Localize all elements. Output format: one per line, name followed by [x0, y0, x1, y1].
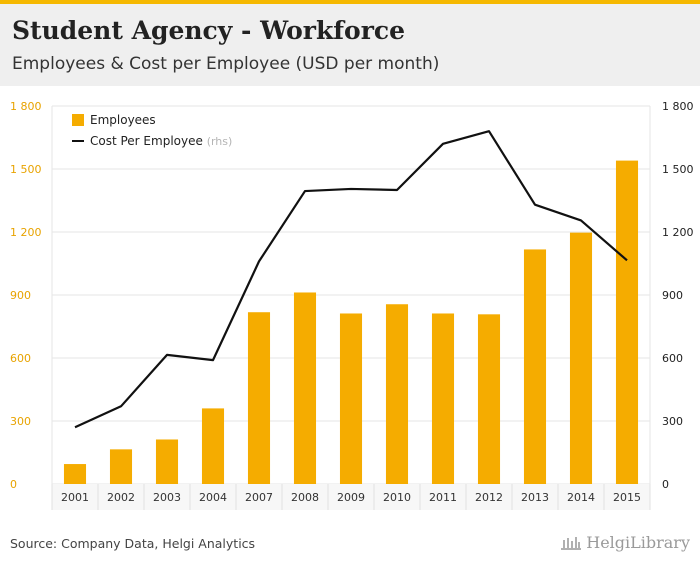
x-tick-label: 2011 [429, 491, 457, 504]
x-tick-label: 2008 [291, 491, 319, 504]
bar-employees [523, 249, 547, 484]
left-tick-label: 0 [10, 478, 17, 491]
left-tick-label: 1 200 [10, 226, 42, 239]
x-tick-label: 2010 [383, 491, 411, 504]
right-tick-label: 300 [662, 415, 683, 428]
category-axis-band [52, 484, 650, 510]
legend-swatch-employees [72, 114, 84, 126]
chart-title: Student Agency - Workforce [12, 16, 406, 45]
right-tick-label: 900 [662, 289, 683, 302]
right-tick-label: 1 800 [662, 100, 694, 113]
legend-label-rhs-suffix: (rhs) [207, 135, 233, 148]
x-tick-label: 2013 [521, 491, 549, 504]
right-tick-label: 1 500 [662, 163, 694, 176]
right-tick-label: 600 [662, 352, 683, 365]
bar-employees [155, 439, 179, 484]
x-tick-label: 2009 [337, 491, 365, 504]
line-cost-per-employee [74, 130, 628, 429]
bar-employees [477, 314, 501, 484]
bar-employees [63, 464, 87, 484]
right-tick-label: 0 [662, 478, 669, 491]
left-tick-label: 1 500 [10, 163, 42, 176]
source-note: Source: Company Data, Helgi Analytics [10, 536, 256, 551]
chart-canvas: 0 0 300 300 600 600 900 900 1 200 1 200 1 500 1 500… [10, 100, 694, 510]
bar-employees [247, 312, 271, 484]
x-tick-label: 2012 [475, 491, 503, 504]
chart-subtitle: Employees & Cost per Employee (USD per m… [12, 54, 440, 74]
x-tick-label: 2004 [199, 491, 227, 504]
x-tick-label: 2003 [153, 491, 181, 504]
bar-employees [109, 449, 133, 484]
left-tick-label: 1 800 [10, 100, 42, 113]
left-tick-label: 900 [10, 289, 31, 302]
x-tick-label: 2001 [61, 491, 89, 504]
right-tick-label: 1 200 [662, 226, 694, 239]
logo-text: HelgiLibrary [586, 533, 690, 552]
chart-legend: Employees Cost Per Employee (rhs) [72, 113, 232, 148]
x-tick-label: 2015 [613, 491, 641, 504]
x-tick-label: 2002 [107, 491, 135, 504]
x-tick-label: 2007 [245, 491, 273, 504]
bar-employees [293, 292, 317, 484]
bar-employees [431, 313, 455, 484]
bar-employees [385, 304, 409, 484]
bar-employees [615, 160, 639, 484]
library-building-icon [561, 536, 582, 550]
bar-employees [339, 313, 363, 484]
left-tick-label: 300 [10, 415, 31, 428]
x-tick-label: 2014 [567, 491, 595, 504]
helgi-library-logo: HelgiLibrary [560, 533, 690, 552]
left-tick-label: 600 [10, 352, 31, 365]
bar-employees [201, 408, 225, 484]
bar-employees [569, 232, 593, 484]
chart-header: Student Agency - Workforce Employees & C… [0, 4, 700, 86]
legend-label-employees: Employees [90, 113, 156, 127]
legend-label-cost: Cost Per Employee (rhs) [90, 134, 232, 148]
top-accent-rule [0, 0, 700, 4]
